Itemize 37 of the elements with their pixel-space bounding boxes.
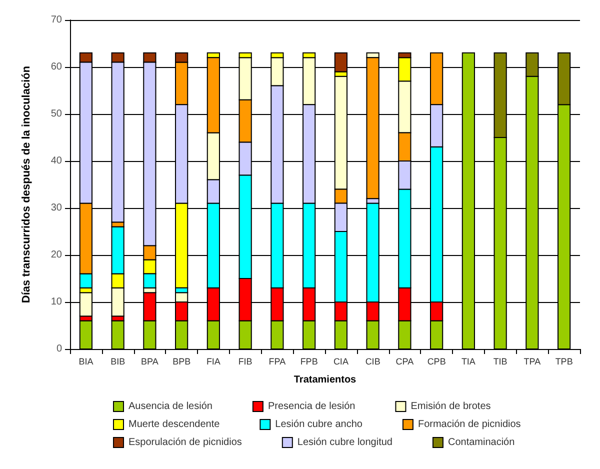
y-tick-label: 60 [50, 62, 62, 72]
x-tick-label: CIA [333, 356, 348, 366]
y-tick-label: 40 [50, 156, 62, 166]
x-tick-label: FIB [238, 356, 252, 366]
x-tick-label: BIA [78, 356, 94, 366]
legend-label: Emisión de brotes [410, 401, 491, 412]
x-tick-label: BPB [172, 356, 191, 366]
x-tick-label: TPB [555, 356, 573, 366]
x-tick-label: BPA [141, 356, 158, 366]
legend-label: Muerte descendente [128, 419, 220, 430]
x-axis-title: Tratamientos [294, 374, 357, 386]
legend-label: Contaminación [448, 437, 515, 448]
y-tick-label: 30 [50, 202, 62, 214]
y-tick-label: 0 [56, 344, 62, 354]
x-tick-label: TIB [493, 356, 508, 366]
x-tick-label: CPB [427, 356, 446, 366]
x-tick-label: FIA [206, 356, 220, 366]
x-tick-label: BIB [110, 356, 126, 366]
legend-label: Ausencia de lesión [128, 401, 212, 412]
bar [79, 320, 92, 350]
bar [111, 320, 124, 350]
x-tick-label: CPA [396, 356, 414, 366]
legend-label: Esporulación de picnidios [128, 437, 242, 448]
y-axis-title: Días transcurridos después de la inoculación [20, 66, 32, 304]
x-tick-label: FPB [300, 356, 318, 366]
x-tick-label: CIB [365, 356, 380, 366]
x-tick-label: TPA [524, 356, 541, 366]
y-tick-label: 70 [50, 14, 62, 26]
legend-label: Presencia de lesión [268, 401, 356, 412]
legend-label: Lesión cubre longitud [297, 437, 392, 448]
x-tick-label: TIA [461, 356, 476, 366]
y-tick-label: 20 [50, 250, 62, 260]
y-tick-label: 10 [50, 296, 62, 308]
x-tick-label: FPA [268, 356, 286, 366]
legend-label: Formación de picnidios [418, 419, 521, 430]
y-tick-label: 50 [50, 108, 62, 120]
legend-label: Lesión cubre ancho [275, 419, 363, 430]
